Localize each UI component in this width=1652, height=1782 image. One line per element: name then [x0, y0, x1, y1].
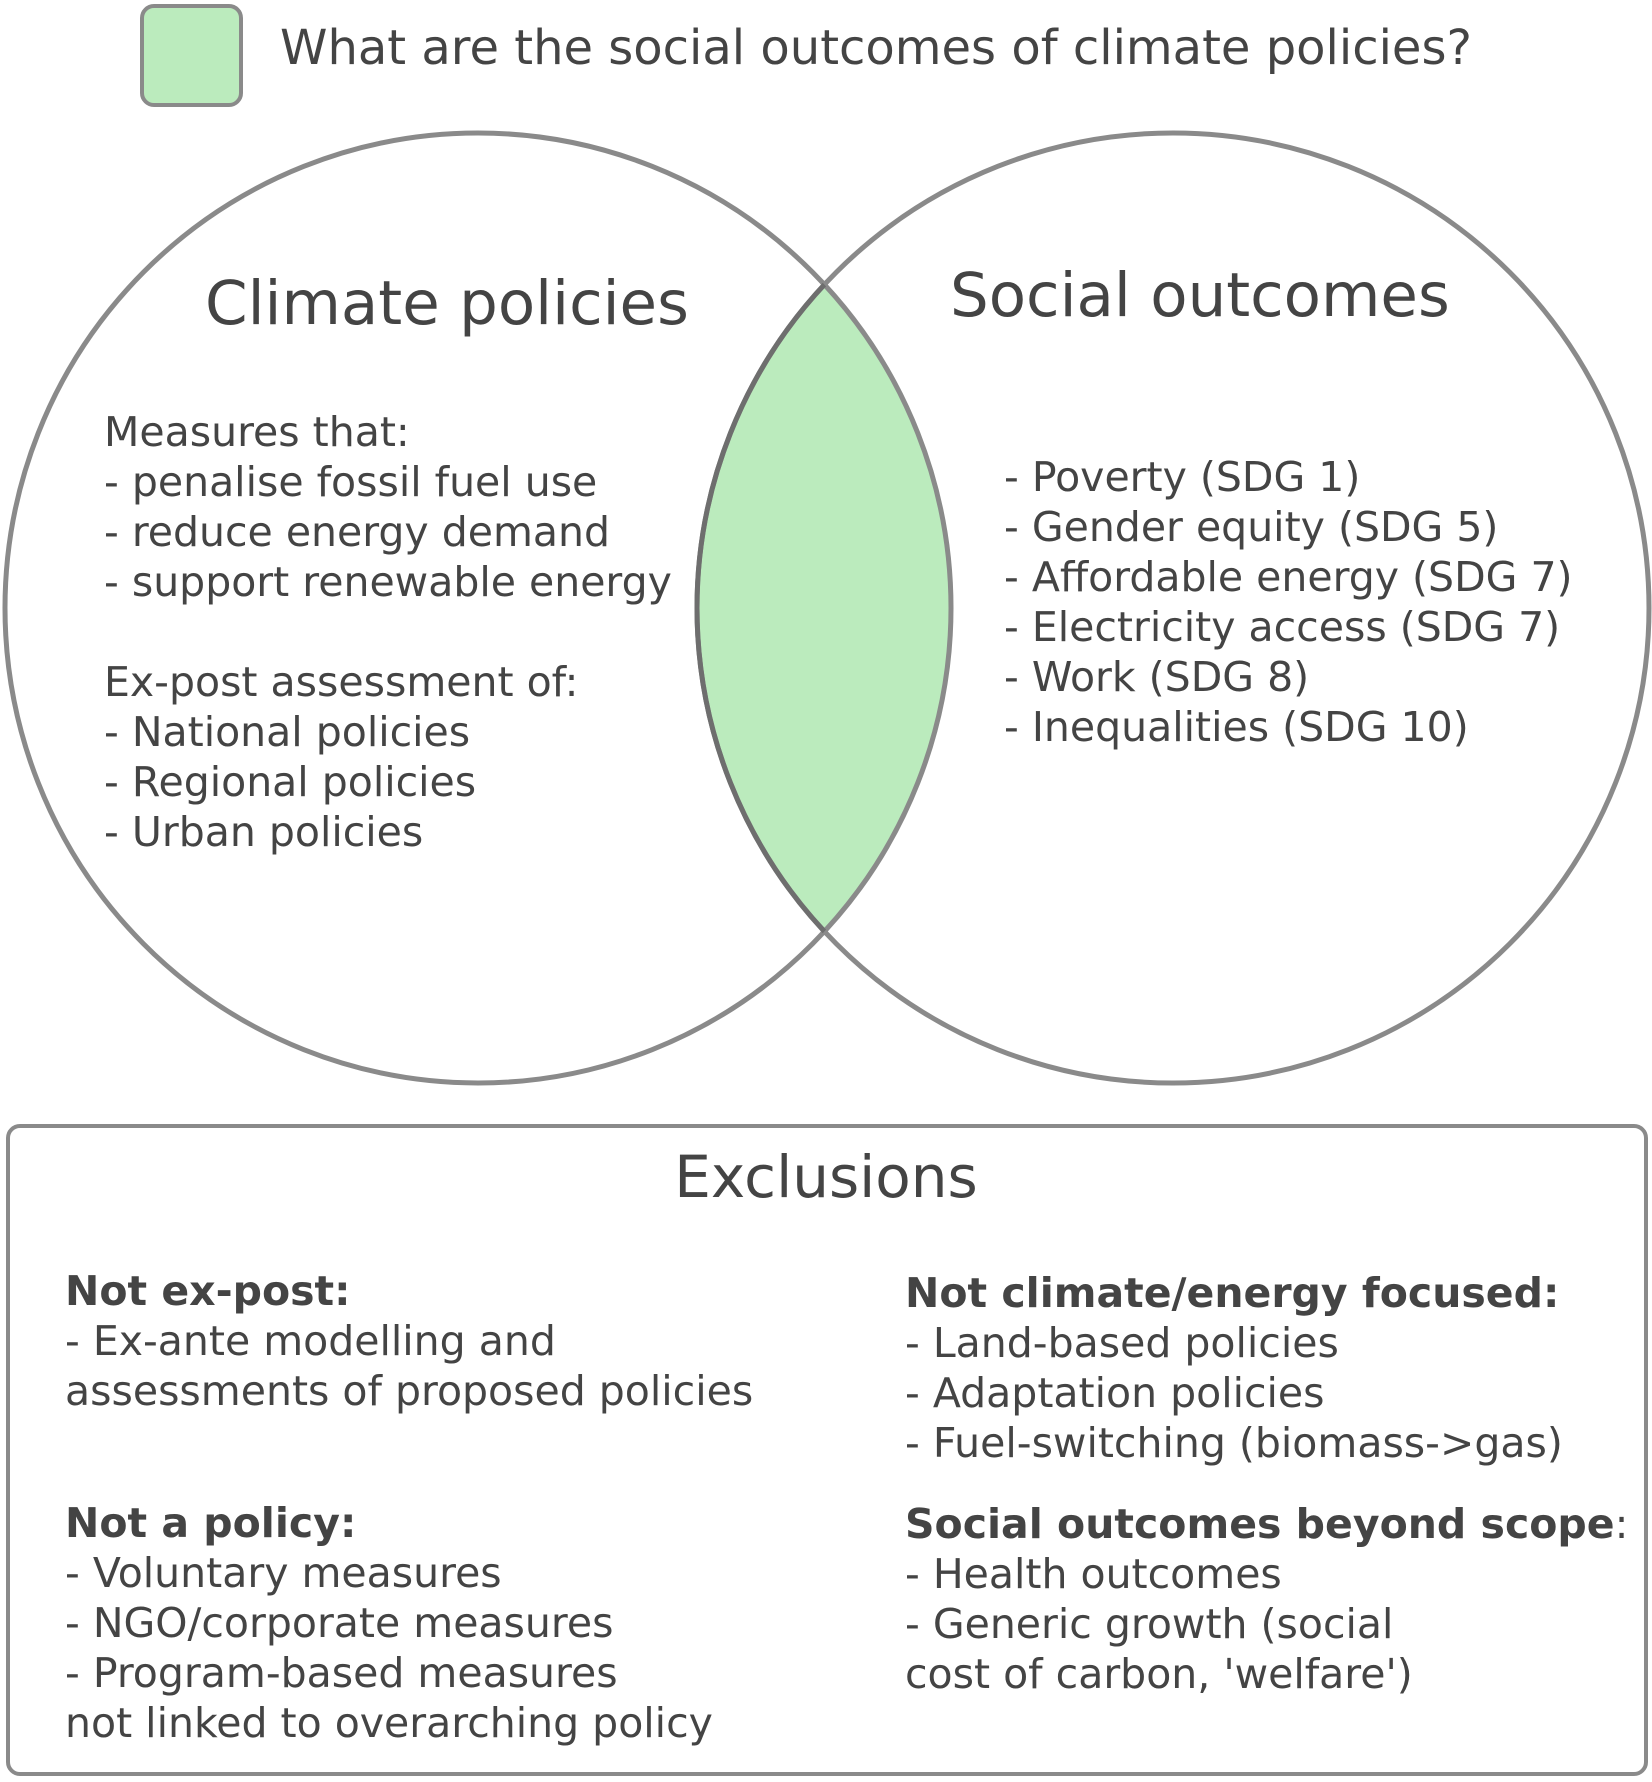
measure-item: - penalise fossil fuel use	[104, 458, 598, 506]
assessment-item: - Regional policies	[104, 758, 477, 806]
exclusion-item: - Generic growth (social	[905, 1600, 1394, 1648]
measures-heading: Measures that:	[104, 408, 410, 456]
climate-policies-title: Climate policies	[205, 268, 689, 339]
outcome-item: - Poverty (SDG 1)	[1004, 453, 1361, 501]
exclusion-not-climate-focused: Not climate/energy focused: - Land-based…	[905, 1268, 1563, 1468]
exclusion-not-a-policy: Not a policy: - Voluntary measures - NGO…	[65, 1498, 713, 1748]
exclusion-item: - Ex-ante modelling and	[65, 1317, 556, 1365]
exclusions-box	[6, 1124, 1648, 1776]
exclusion-item: - Health outcomes	[905, 1550, 1282, 1598]
assessment-item: - Urban policies	[104, 808, 424, 856]
exclusion-item: cost of carbon, 'welfare')	[905, 1650, 1413, 1698]
exclusion-heading: Not climate/energy focused:	[905, 1269, 1560, 1317]
legend-label: What are the social outcomes of climate …	[280, 20, 1472, 76]
social-outcomes-title: Social outcomes	[950, 260, 1450, 331]
exclusion-heading: Not a policy:	[65, 1499, 357, 1547]
exclusion-heading-suffix: :	[1614, 1500, 1629, 1548]
exclusion-item: - Fuel-switching (biomass->gas)	[905, 1419, 1563, 1467]
social-outcomes-list: - Poverty (SDG 1) - Gender equity (SDG 5…	[1004, 452, 1573, 752]
outcome-item: - Gender equity (SDG 5)	[1004, 503, 1499, 551]
assessment-heading: Ex-post assessment of:	[104, 658, 579, 706]
measure-item: - support renewable energy	[104, 558, 672, 606]
climate-policies-circle	[2, 130, 954, 1086]
measure-item: - reduce energy demand	[104, 508, 611, 556]
exclusion-heading: Social outcomes beyond scope	[905, 1500, 1615, 1548]
intersection-outline	[694, 133, 951, 1083]
venn-diagram	[2, 130, 1652, 1086]
exclusion-item: - Program-based measures	[65, 1649, 618, 1697]
exclusion-heading: Not ex-post:	[65, 1267, 351, 1315]
exclusion-item: - Voluntary measures	[65, 1549, 502, 1597]
outcome-item: - Work (SDG 8)	[1004, 653, 1310, 701]
exclusion-item: not linked to overarching policy	[65, 1699, 713, 1747]
exclusions-title: Exclusions	[674, 1143, 978, 1211]
outcome-item: - Electricity access (SDG 7)	[1004, 603, 1561, 651]
exclusion-not-ex-post: Not ex-post: - Ex-ante modelling and ass…	[65, 1266, 753, 1416]
exclusion-item: - Adaptation policies	[905, 1369, 1325, 1417]
exclusion-beyond-scope: Social outcomes beyond scope: - Health o…	[905, 1499, 1628, 1699]
outcome-item: - Inequalities (SDG 10)	[1004, 703, 1469, 751]
exclusion-item: - Land-based policies	[905, 1319, 1339, 1367]
outcome-item: - Affordable energy (SDG 7)	[1004, 553, 1573, 601]
exclusion-item: assessments of proposed policies	[65, 1367, 754, 1415]
assessment-item: - National policies	[104, 708, 471, 756]
legend-swatch	[140, 4, 243, 107]
exclusion-item: - NGO/corporate measures	[65, 1599, 614, 1647]
climate-policies-list: Measures that: - penalise fossil fuel us…	[104, 407, 672, 857]
